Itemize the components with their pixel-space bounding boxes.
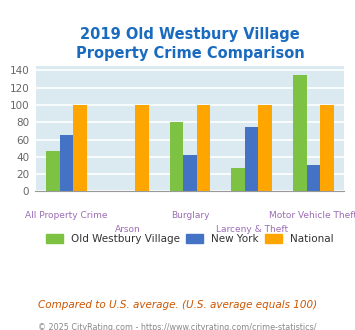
Bar	[46, 151, 60, 191]
Text: Motor Vehicle Theft: Motor Vehicle Theft	[269, 211, 355, 220]
Text: Burglary: Burglary	[171, 211, 209, 220]
Bar	[231, 168, 245, 191]
Text: Larceny & Theft: Larceny & Theft	[215, 225, 288, 234]
Bar	[60, 135, 73, 191]
Text: Compared to U.S. average. (U.S. average equals 100): Compared to U.S. average. (U.S. average …	[38, 300, 317, 310]
Bar	[197, 105, 210, 191]
Text: Arson: Arson	[115, 225, 141, 234]
Text: All Property Crime: All Property Crime	[25, 211, 108, 220]
Bar	[170, 122, 183, 191]
Bar	[183, 155, 197, 191]
Bar	[307, 165, 320, 191]
Legend: Old Westbury Village, New York, National: Old Westbury Village, New York, National	[46, 234, 334, 244]
Text: © 2025 CityRating.com - https://www.cityrating.com/crime-statistics/: © 2025 CityRating.com - https://www.city…	[38, 323, 317, 330]
Bar	[135, 105, 148, 191]
Bar	[245, 126, 258, 191]
Bar	[73, 105, 87, 191]
Bar	[320, 105, 334, 191]
Bar	[258, 105, 272, 191]
Bar	[293, 75, 307, 191]
Title: 2019 Old Westbury Village
Property Crime Comparison: 2019 Old Westbury Village Property Crime…	[76, 27, 304, 61]
